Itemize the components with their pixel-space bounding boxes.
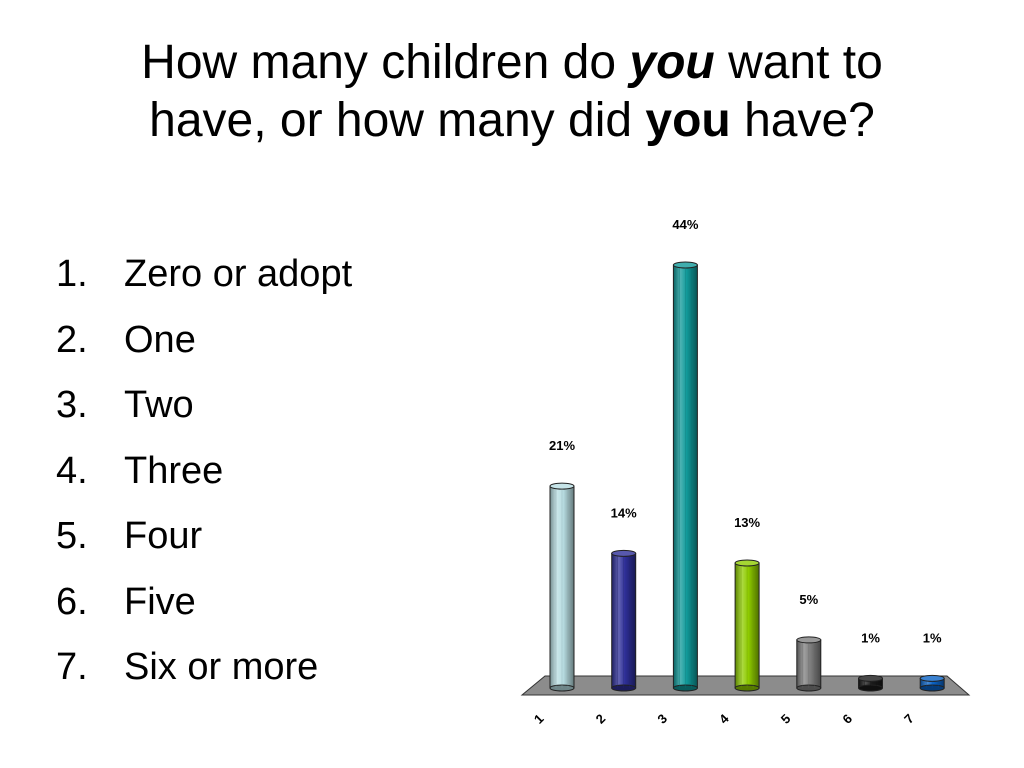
answer-option: 3. Two bbox=[56, 373, 352, 439]
option-number: 6. bbox=[56, 580, 88, 623]
option-label: Zero or adopt bbox=[124, 253, 353, 295]
title-emphasis-you-2: you bbox=[645, 94, 731, 147]
slide-title: How many children do you want to have, o… bbox=[40, 34, 984, 150]
title-emphasis-you-1: you bbox=[629, 36, 715, 89]
title-text-1: How many children do bbox=[141, 36, 630, 89]
title-text-2: want to bbox=[714, 36, 883, 89]
bar-cap-2 bbox=[611, 549, 637, 557]
answer-option: 7. Six or more bbox=[56, 635, 352, 701]
option-number: 4. bbox=[56, 449, 88, 492]
x-tick-label-7: 7 bbox=[901, 711, 917, 727]
data-label-5: 5% bbox=[799, 592, 818, 607]
bar-cap-5 bbox=[796, 636, 822, 644]
bar-cap-6 bbox=[858, 674, 883, 682]
title-text-3: have, or how many did bbox=[149, 94, 646, 147]
title-text-4: have? bbox=[730, 94, 875, 147]
data-label-4: 13% bbox=[734, 515, 760, 530]
data-label-7: 1% bbox=[923, 630, 942, 645]
option-number: 5. bbox=[56, 515, 88, 557]
x-tick-label-3: 3 bbox=[654, 711, 670, 727]
bar-cap-1 bbox=[549, 482, 575, 490]
data-label-6: 1% bbox=[861, 630, 880, 645]
option-label: Two bbox=[124, 384, 194, 426]
answer-option: 5. Four bbox=[56, 504, 352, 570]
option-label: One bbox=[124, 318, 196, 361]
answer-options-list: 1. Zero or adopt 2. One 3. Two 4. Three 5. Fo… bbox=[56, 242, 352, 701]
x-tick-label-6: 6 bbox=[839, 711, 855, 727]
option-label: Five bbox=[124, 580, 196, 623]
bar-cap-4 bbox=[734, 559, 760, 567]
option-label: Six or more bbox=[124, 646, 319, 688]
answer-option: 4. Three bbox=[56, 439, 352, 505]
bar-cap-3 bbox=[672, 261, 698, 269]
answer-option: 1. Zero or adopt bbox=[56, 242, 352, 308]
x-tick-label-5: 5 bbox=[778, 711, 794, 727]
option-number: 1. bbox=[56, 253, 88, 295]
option-label: Three bbox=[124, 449, 224, 492]
option-number: 7. bbox=[56, 646, 88, 688]
option-number: 3. bbox=[56, 384, 88, 426]
answer-option: 6. Five bbox=[56, 570, 352, 636]
data-label-2: 14% bbox=[611, 505, 637, 520]
x-tick-label-4: 4 bbox=[716, 710, 732, 726]
bar-cap-7 bbox=[919, 674, 945, 682]
option-number: 2. bbox=[56, 318, 88, 361]
data-label-1: 21% bbox=[549, 438, 575, 453]
answer-option: 2. One bbox=[56, 308, 352, 374]
option-label: Four bbox=[124, 515, 203, 557]
x-tick-label-1: 1 bbox=[531, 711, 547, 727]
x-tick-label-2: 2 bbox=[593, 711, 609, 727]
data-label-3: 44% bbox=[672, 217, 698, 232]
